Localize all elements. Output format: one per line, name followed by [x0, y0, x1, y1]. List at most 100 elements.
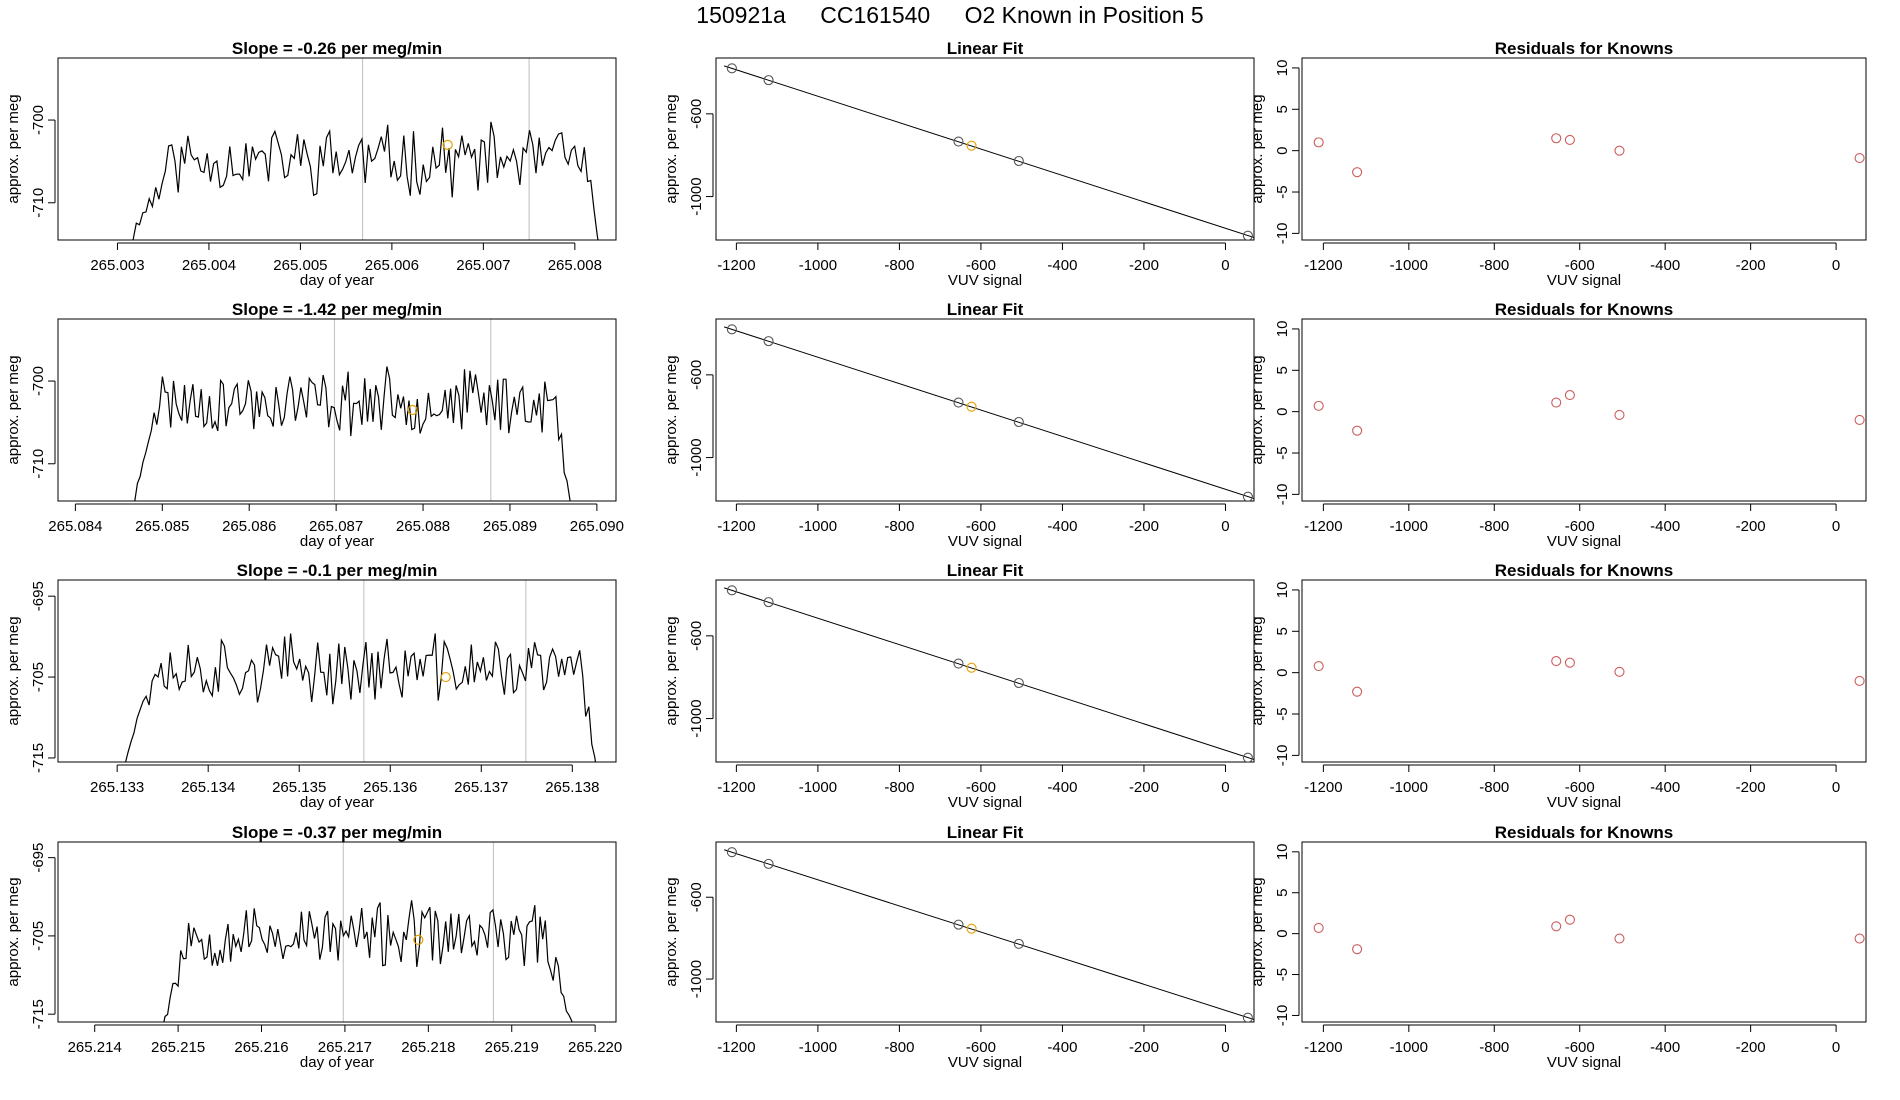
x-tick-label: -400: [1650, 257, 1680, 274]
sample-point: [966, 923, 977, 934]
panel-2-1: Linear Fit -1200 -1000 -800 -600 -400 -200 0 VUV…: [663, 561, 1255, 811]
x-tick-label: -400: [1047, 518, 1077, 535]
x-axis-label: VUV signal: [1547, 1054, 1621, 1071]
data-point: [1854, 153, 1865, 164]
x-tick-label: -600: [966, 779, 996, 796]
x-axis-label: VUV signal: [1547, 272, 1621, 289]
x-tick-label: 0: [1832, 257, 1840, 274]
panel-title: Slope = -0.1 per meg/min: [237, 561, 438, 580]
x-tick-label: -1200: [717, 1039, 755, 1056]
x-tick-label: -200: [1736, 257, 1766, 274]
panel-title: Residuals for Knowns: [1495, 39, 1674, 58]
data-point: [1564, 390, 1575, 401]
y-axis-label: approx. per meg: [663, 877, 680, 986]
panel-title: Residuals for Knowns: [1495, 561, 1674, 580]
x-tick-label: 0: [1832, 1039, 1840, 1056]
x-tick-label: -800: [884, 518, 914, 535]
fit-line: [723, 587, 1254, 760]
x-tick-label: -1000: [1390, 257, 1428, 274]
x-tick-label: -1200: [1304, 779, 1342, 796]
fit-line: [723, 849, 1254, 1021]
cylinder-id: CC161540: [820, 2, 931, 28]
data-point: [1854, 675, 1865, 686]
x-axis-label: VUV signal: [948, 1054, 1022, 1071]
y-tick-label: -10: [1274, 223, 1291, 245]
data-point: [1614, 145, 1625, 156]
data-point: [1614, 933, 1625, 944]
x-tick-label: -600: [966, 518, 996, 535]
data-point: [1854, 414, 1865, 425]
y-tick-label: -705: [30, 662, 47, 692]
plot-area: [131, 121, 599, 240]
panel-title: Residuals for Knowns: [1495, 823, 1674, 842]
x-tick-label: -200: [1736, 779, 1766, 796]
data-point: [726, 847, 737, 858]
plot-frame: [1301, 579, 1867, 763]
mean-marker: [440, 671, 451, 683]
x-tick-label: 265.088: [396, 518, 450, 535]
data-point: [1352, 944, 1363, 955]
data-point: [1013, 416, 1024, 428]
x-tick-label: 265.215: [151, 1039, 205, 1056]
panel-0-1: Linear Fit -1200 -1000 -800 -600 -400 -200 0 VUV…: [663, 39, 1255, 289]
y-tick-label: -10: [1274, 484, 1291, 506]
data-point: [1551, 921, 1562, 932]
signal-trace: [134, 366, 571, 501]
data-point: [1313, 400, 1324, 411]
x-tick-label: 265.134: [181, 779, 235, 796]
plot-frame: [715, 841, 1255, 1023]
panel-title: Slope = -1.42 per meg/min: [232, 300, 442, 319]
x-axis-label: VUV signal: [1547, 794, 1621, 811]
y-axis-label: approx. per meg: [1249, 616, 1266, 725]
panel-3-1: Linear Fit -1200 -1000 -800 -600 -400 -200 0 VUV…: [663, 823, 1255, 1071]
data-point: [763, 336, 774, 347]
plot-area: [723, 63, 1254, 240]
x-tick-label: -600: [966, 257, 996, 274]
x-tick-label: 265.136: [363, 779, 417, 796]
x-tick-label: 265.219: [485, 1039, 539, 1056]
x-tick-label: -600: [966, 1039, 996, 1056]
page-title: 150921a CC161540 O2 Known in Position 5: [0, 2, 1900, 32]
y-tick-label: -715: [30, 999, 47, 1029]
fit-line: [723, 326, 1254, 499]
y-tick-label: 0: [1274, 929, 1291, 937]
x-tick-label: 0: [1832, 518, 1840, 535]
x-tick-label: -400: [1650, 779, 1680, 796]
x-tick-label: 265.137: [454, 779, 508, 796]
mean-marker: [442, 139, 453, 150]
y-tick-label: -695: [30, 581, 47, 611]
x-axis-label: VUV signal: [948, 794, 1022, 811]
x-tick-label: 0: [1221, 1039, 1229, 1056]
signal-trace: [163, 900, 573, 1022]
y-tick-label: -600: [688, 621, 705, 651]
sample-point: [966, 401, 977, 412]
plot-area: [1313, 914, 1865, 955]
plot-area: [134, 366, 571, 501]
x-tick-label: -800: [1479, 518, 1509, 535]
plot-frame: [57, 579, 617, 763]
plot-area: [124, 633, 597, 762]
data-point: [1013, 155, 1024, 167]
data-point: [1614, 666, 1625, 677]
x-tick-label: 265.085: [135, 518, 189, 535]
plot-frame: [1301, 57, 1867, 241]
data-point: [1313, 922, 1324, 933]
signal-trace: [131, 121, 599, 240]
y-tick-label: -5: [1274, 707, 1291, 720]
data-point: [953, 397, 964, 408]
data-point: [1313, 660, 1324, 672]
y-axis-label: approx. per meg: [663, 94, 680, 203]
y-tick-label: -700: [30, 105, 47, 135]
y-tick-label: -5: [1274, 185, 1291, 198]
x-tick-label: 265.217: [318, 1039, 372, 1056]
x-tick-label: -1200: [717, 779, 755, 796]
y-tick-label: -705: [30, 921, 47, 951]
data-point: [1242, 491, 1253, 501]
data-point: [953, 658, 964, 669]
y-tick-label: 5: [1274, 366, 1291, 374]
x-tick-label: 265.138: [545, 779, 599, 796]
x-axis-label: day of year: [300, 272, 374, 289]
panel-title: Linear Fit: [947, 39, 1024, 58]
data-point: [1551, 656, 1562, 667]
